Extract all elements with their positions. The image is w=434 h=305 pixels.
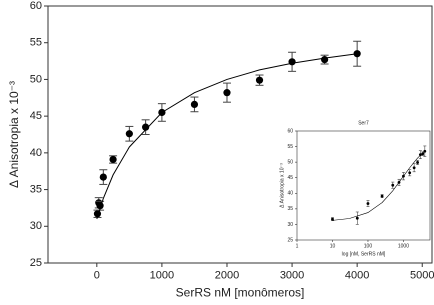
- chart-title: Ser7: [358, 120, 369, 126]
- y-tick-label: 30: [287, 222, 293, 228]
- y-tick-label: 60: [287, 128, 293, 134]
- x-tick-label: 100: [364, 243, 373, 249]
- data-point: [99, 173, 107, 181]
- x-tick-label: 2000: [215, 270, 239, 282]
- y-tick-label: 45: [30, 110, 42, 122]
- y-tick-label: 30: [30, 220, 42, 232]
- x-tick-label: 1000: [398, 243, 409, 249]
- data-point: [223, 89, 231, 97]
- data-point: [142, 123, 150, 131]
- data-point: [255, 76, 264, 84]
- plot-frame: [296, 130, 431, 241]
- data-point: [412, 166, 416, 170]
- y-tick-label: 60: [30, 0, 42, 12]
- data-point: [421, 152, 425, 156]
- y-tick-label: 50: [30, 73, 42, 85]
- data-point: [125, 130, 133, 138]
- data-point: [190, 100, 199, 108]
- y-tick-label: 35: [30, 183, 42, 195]
- y-axis-label: Δ Anisotropia x 10⁻³: [279, 163, 285, 208]
- x-tick-label: 5000: [410, 270, 434, 282]
- data-point: [109, 155, 117, 164]
- x-axis-label: SerRS nM [monômeros]: [176, 286, 305, 300]
- x-tick-label: 10: [330, 243, 336, 249]
- data-point: [288, 58, 296, 66]
- data-point: [380, 194, 384, 198]
- y-tick-label: 50: [287, 159, 293, 165]
- data-point: [416, 161, 419, 164]
- y-tick-label: 35: [287, 206, 293, 212]
- fit-curve: [332, 151, 426, 221]
- x-tick-label: 0: [94, 270, 100, 282]
- x-tick-label: 1000: [150, 270, 174, 282]
- data-point: [418, 153, 422, 157]
- y-tick-label: 25: [287, 237, 293, 243]
- plot-frame: [47, 5, 433, 264]
- x-tick-label: 3000: [280, 270, 304, 282]
- y-tick-label: 55: [287, 144, 293, 150]
- data-point: [408, 171, 412, 175]
- y-axis-label: Δ Anisotropia x 10⁻³: [7, 81, 21, 188]
- data-point: [391, 183, 395, 187]
- x-tick-label: 4000: [345, 270, 369, 282]
- data-point: [355, 216, 359, 220]
- y-tick-label: 45: [287, 175, 293, 181]
- data-point: [321, 56, 329, 64]
- x-axis-label: log [nM, SerRS nM]: [342, 251, 386, 257]
- data-point: [331, 217, 334, 221]
- x-tick-label: 1: [296, 243, 299, 249]
- y-tick-label: 25: [30, 257, 42, 269]
- y-tick-label: 55: [30, 37, 42, 49]
- fit-curve: [96, 53, 358, 220]
- y-tick-label: 40: [287, 191, 293, 197]
- y-tick-label: 40: [30, 147, 42, 159]
- data-point: [366, 202, 370, 205]
